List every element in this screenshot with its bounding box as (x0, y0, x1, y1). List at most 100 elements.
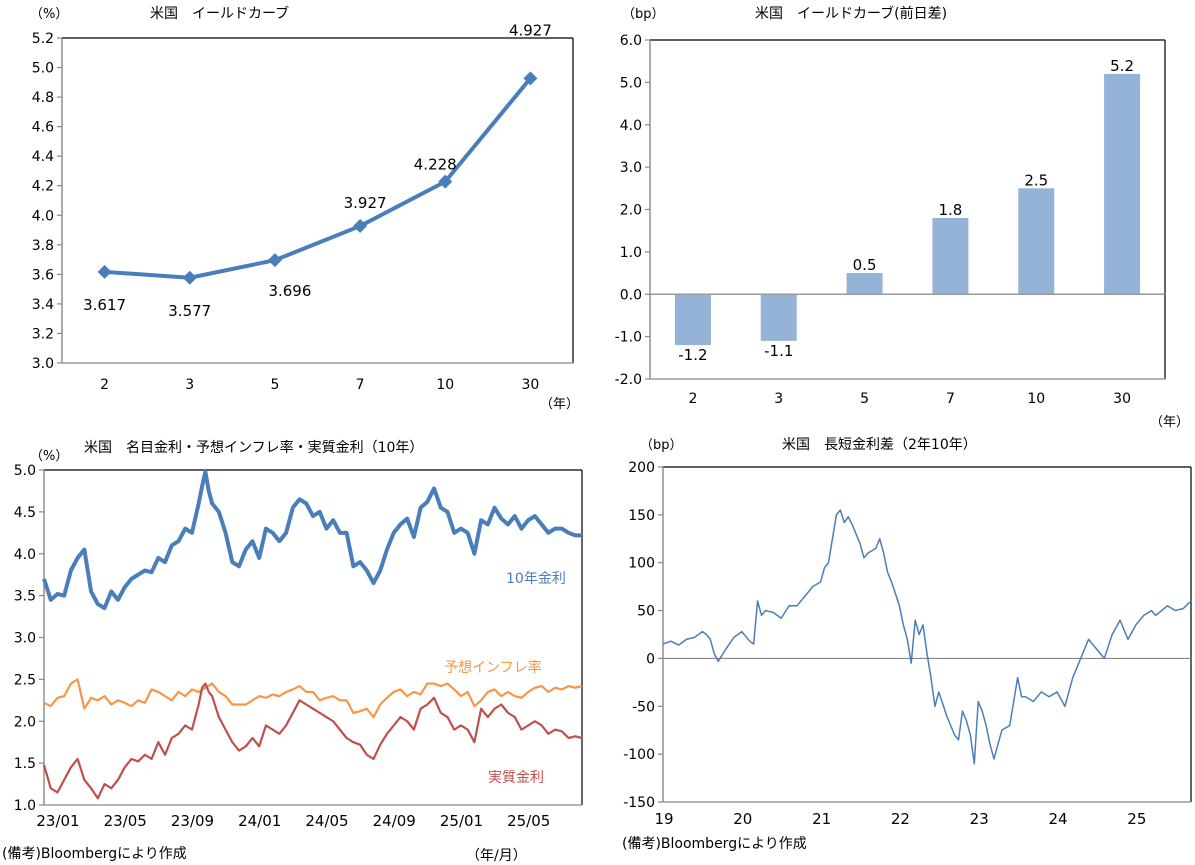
y-tick-label: 4.8 (32, 90, 54, 106)
y-axis: -150 -100 -50 0 50 100 150 200 (623, 460, 663, 811)
y-tick-label: 3.2 (32, 326, 54, 342)
chart-title: 米国 イールドカーブ(前日差) (755, 5, 947, 22)
y-tick-label: 5.0 (620, 75, 642, 91)
y-tick-label: 3.6 (32, 267, 54, 283)
y-tick-label: 6.0 (620, 33, 642, 49)
y-tick-label: 1.5 (14, 756, 36, 772)
y-tick-label: -1.0 (615, 330, 642, 346)
chart-title: 米国 名目金利・予想インフレ率・実質金利（10年） (84, 439, 423, 456)
x-tick-label: 10 (436, 377, 454, 393)
y-tick-label: -150 (623, 795, 655, 811)
yield-curve-chart: 米国 イールドカーブ （%） （年） 3.0 3.2 3.4 3.6 3.8 4.0 4.2… (30, 5, 579, 412)
data-label: 2.5 (1024, 171, 1048, 189)
y-tick-label: 4.2 (32, 179, 54, 195)
data-point-marker (523, 71, 538, 86)
y-tick-label: 4.0 (32, 208, 54, 224)
data-label: -1.1 (764, 342, 793, 360)
y-tick-label: 4.0 (14, 547, 36, 563)
x-tick-label: 23/09 (171, 812, 214, 830)
x-tick-label: 21 (812, 810, 831, 828)
x-tick-label: 7 (356, 377, 365, 393)
data-label: 4.927 (509, 21, 552, 39)
y-axis-unit: （bp） (640, 438, 683, 453)
y-tick-label: 1.0 (620, 245, 642, 261)
y-tick-label: -100 (623, 747, 655, 763)
rates-10y-chart: 米国 名目金利・予想インフレ率・実質金利（10年） （%） 1.0 1.5 2.0 2… (14, 439, 583, 830)
y-tick-label: 4.0 (620, 118, 642, 134)
bar (932, 217, 969, 295)
data-label: 3.696 (268, 282, 311, 300)
y-axis: -2.0 -1.0 0.0 1.0 2.0 3.0 4.0 5.0 6.0 (615, 33, 650, 388)
x-tick-label: 24/09 (373, 812, 416, 830)
data-label: 3.617 (83, 296, 126, 314)
x-axis-unit-left: （年/月） (466, 848, 527, 864)
plot-area (662, 466, 1192, 803)
y-tick-label: 2.5 (14, 672, 36, 688)
x-tick-label: 25 (1127, 810, 1146, 828)
y-tick-label: 3.5 (14, 589, 36, 605)
x-tick-label: 24/05 (305, 812, 348, 830)
x-tick-label: 2 (100, 377, 109, 393)
y-axis-unit: （%） (30, 449, 68, 464)
y-tick-label: 5.0 (32, 61, 54, 77)
data-label: 3.927 (344, 194, 387, 212)
y-tick-label: 3.8 (32, 238, 54, 254)
x-tick-label: 5 (270, 377, 279, 393)
y-tick-label: 150 (628, 508, 655, 524)
y-tick-label: 3.0 (14, 631, 36, 647)
series-line (662, 509, 1192, 765)
bar (1104, 73, 1141, 295)
y-tick-label: -50 (632, 699, 655, 715)
bar (674, 294, 711, 346)
y-tick-label: 2.0 (14, 714, 36, 730)
x-tick-label: 22 (891, 810, 910, 828)
x-tick-label: 19 (654, 810, 673, 828)
x-tick-label: 25/01 (440, 812, 483, 830)
y-tick-label: 5.0 (14, 463, 36, 479)
data-point-marker (353, 219, 368, 234)
y-tick-label: 50 (637, 604, 655, 620)
x-axis-unit: （年） (540, 397, 579, 412)
x-axis: 23/01 23/05 23/09 24/01 24/05 24/09 25/01 25/05 (36, 812, 550, 830)
data-point-marker (97, 264, 112, 279)
y-tick-label: 200 (628, 460, 655, 476)
x-tick-label: 10 (1027, 391, 1045, 407)
y-axis-unit: （%） (30, 7, 68, 22)
x-tick-label: 23/01 (36, 812, 79, 830)
chart-title: 米国 長短金利差（2年10年） (782, 437, 977, 453)
y-tick-label: 100 (628, 556, 655, 572)
data-label: -1.2 (678, 346, 707, 364)
series-line-2 (42, 682, 583, 800)
source-note-right: (備考)Bloombergにより作成 (622, 836, 807, 852)
yield-change-chart: 米国 イールドカーブ(前日差) （bp） （年） -2.0 -1.0 0.0 1.0 2… (615, 5, 1189, 430)
series-line-0 (42, 469, 582, 611)
x-tick-label: 23/05 (104, 812, 147, 830)
data-label: 4.228 (414, 156, 457, 174)
y-axis-unit: （bp） (622, 7, 665, 22)
y-tick-label: 4.5 (14, 505, 36, 521)
y-tick-label: 5.2 (32, 31, 54, 47)
bar (1018, 188, 1055, 295)
x-tick-label: 5 (860, 391, 869, 407)
data-label: 3.577 (168, 302, 211, 320)
y-axis: 3.0 3.2 3.4 3.6 3.8 4.0 4.2 4.4 4.6 4.8 5.0 5.2 (32, 31, 62, 372)
y-tick-label: 2.0 (620, 203, 642, 219)
x-tick-label: 30 (522, 377, 540, 393)
x-tick-label: 2 (688, 391, 697, 407)
x-axis: 2 3 5 7 10 30 (688, 391, 1131, 407)
y-tick-label: 1.0 (14, 798, 36, 814)
x-tick-label: 3 (185, 377, 194, 393)
y-tick-label: 0 (646, 651, 655, 667)
data-label: 5.2 (1110, 57, 1134, 75)
x-tick-label: 3 (774, 391, 783, 407)
source-note-left: (備考)Bloombergにより作成 (2, 846, 187, 862)
y-tick-label: 4.4 (32, 149, 54, 165)
y-tick-label: 0.0 (620, 287, 642, 303)
term-spread-chart: 米国 長短金利差（2年10年） （bp） -150 -100 -50 0 50 100 15… (623, 437, 1192, 828)
y-tick-label: 3.0 (620, 160, 642, 176)
series-label-real: 実質金利 (488, 770, 544, 786)
data-point-marker (267, 253, 282, 268)
plot-area (42, 469, 583, 806)
series-line-1 (43, 678, 583, 719)
